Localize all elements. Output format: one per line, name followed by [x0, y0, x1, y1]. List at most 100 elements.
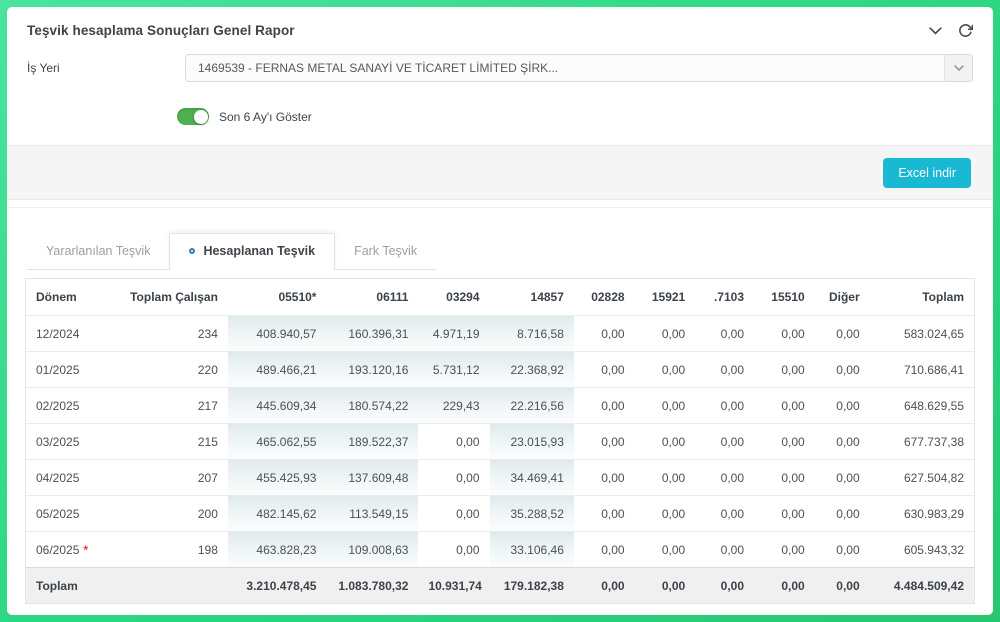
toggle-knob [193, 109, 208, 124]
table-cell: 4.971,19 [418, 315, 490, 351]
total-cell: 0,00 [695, 567, 754, 603]
table-cell: 0,00 [754, 315, 815, 351]
table-cell: 0,00 [695, 531, 754, 567]
table-row: 04/2025 207 455.425,93 137.609,48 0,00 34.469… [26, 459, 974, 495]
total-cell: 0,00 [573, 567, 635, 603]
table-cell: 0,00 [573, 315, 635, 351]
table-cell: 710.686,41 [869, 351, 974, 387]
table-cell: 0,00 [695, 387, 754, 423]
provisional-marker: * [83, 542, 89, 557]
total-cell: 3.210.478,45 [227, 567, 327, 603]
column-header: 03294 [418, 279, 490, 315]
active-tab-dot-icon [189, 248, 196, 254]
panel-header: Teşvik hesaplama Sonuçları Genel Rapor [7, 7, 993, 44]
refresh-icon[interactable] [958, 23, 973, 38]
table-cell: 0,00 [814, 531, 870, 567]
tab-bar: Yararlanılan Teşvik Hesaplanan Teşvik Fark… [27, 232, 437, 270]
table-cell: 0,00 [695, 423, 754, 459]
table-cell: 482.145,62 [227, 495, 327, 531]
workplace-select[interactable]: 1469539 - FERNAS METAL SANAYİ VE TİCARET… [185, 54, 973, 82]
table-cell: 0,00 [814, 387, 870, 423]
table-cell: 489.466,21 [227, 351, 327, 387]
column-header: 06111 [326, 279, 419, 315]
table-cell: 0,00 [573, 351, 635, 387]
table-row: 05/2025 200 482.145,62 113.549,15 0,00 35.288… [26, 495, 974, 531]
table-cell: 215 [110, 423, 228, 459]
section-divider [7, 200, 993, 208]
table-cell: 06/2025 * [26, 531, 111, 567]
table-cell: 630.983,29 [869, 495, 974, 531]
workplace-field-row: İş Yeri 1469539 - FERNAS METAL SANAYİ VE… [7, 44, 993, 82]
table-cell: 0,00 [634, 531, 696, 567]
table-section: Dönem Toplam Çalışan 05510* 06111 03294 14857… [7, 278, 993, 604]
table-cell: 0,00 [754, 387, 815, 423]
table-cell: 455.425,93 [227, 459, 327, 495]
tab-fark-te-vik[interactable]: Fark Teşvik [335, 233, 436, 270]
column-header: 14857 [489, 279, 574, 315]
table-cell: 605.943,32 [869, 531, 974, 567]
table-cell: 0,00 [695, 495, 754, 531]
total-cell: 4.484.509,42 [869, 567, 974, 603]
table-cell: 648.629,55 [869, 387, 974, 423]
total-cell: Toplam [26, 567, 111, 603]
table-footer: Toplam 3.210.478,45 1.083.780,32 10.931,74 1… [26, 567, 974, 603]
table-cell: 445.609,34 [227, 387, 327, 423]
table-cell: 193.120,16 [326, 351, 419, 387]
table-cell: 207 [110, 459, 228, 495]
column-header: Diğer [814, 279, 870, 315]
table-cell: 0,00 [418, 495, 490, 531]
table-cell: 0,00 [573, 531, 635, 567]
column-header: .7103 [695, 279, 754, 315]
last-6-months-label: Son 6 Ay'ı Göster [219, 109, 312, 124]
table-row: 06/2025 * 198 463.828,23 109.008,63 0,00 33.10… [26, 531, 974, 567]
table-cell: 627.504,82 [869, 459, 974, 495]
table-cell: 408.940,57 [227, 315, 327, 351]
table-cell: 0,00 [634, 315, 696, 351]
table-cell: 0,00 [814, 351, 870, 387]
incentive-table: Dönem Toplam Çalışan 05510* 06111 03294 14857… [25, 278, 975, 604]
report-panel: Teşvik hesaplama Sonuçları Genel Rapor İ… [7, 7, 993, 615]
table-cell: 0,00 [754, 351, 815, 387]
tab-hesaplanan-te-vik[interactable]: Hesaplanan Teşvik [169, 233, 336, 270]
table-cell: 677.737,38 [869, 423, 974, 459]
total-cell [110, 567, 228, 603]
table-cell: 137.609,48 [326, 459, 419, 495]
table-cell: 0,00 [814, 459, 870, 495]
page-title: Teşvik hesaplama Sonuçları Genel Rapor [27, 23, 295, 38]
tab-yararlan-lan-te-vik[interactable]: Yararlanılan Teşvik [27, 233, 169, 270]
excel-download-button[interactable]: Excel indir [883, 157, 971, 188]
table-cell: 5.731,12 [418, 351, 490, 387]
table-cell: 22.368,92 [489, 351, 574, 387]
table-cell: 220 [110, 351, 228, 387]
collapse-chevron-icon[interactable] [929, 26, 942, 35]
table-cell: 0,00 [634, 459, 696, 495]
table-cell: 03/2025 [26, 423, 111, 459]
total-cell: 1.083.780,32 [326, 567, 419, 603]
tab-label: Fark Teşvik [354, 244, 418, 258]
table-cell: 113.549,15 [326, 495, 419, 531]
table-cell: 12/2024 [26, 315, 111, 351]
table-body: 12/2024 234 408.940,57 160.396,31 4.971,19 8.… [26, 315, 974, 567]
table-cell: 160.396,31 [326, 315, 419, 351]
table-cell: 0,00 [754, 459, 815, 495]
table-cell: 0,00 [814, 315, 870, 351]
table-cell: 0,00 [418, 459, 490, 495]
table-cell: 109.008,63 [326, 531, 419, 567]
tab-label: Hesaplanan Teşvik [203, 244, 316, 258]
table-cell: 0,00 [573, 387, 635, 423]
table-cell: 0,00 [573, 423, 635, 459]
table-cell: 583.024,65 [869, 315, 974, 351]
workplace-label: İş Yeri [27, 61, 60, 75]
total-cell: 179.182,38 [489, 567, 574, 603]
last-6-months-toggle[interactable] [177, 108, 209, 125]
table-cell: 35.288,52 [489, 495, 574, 531]
column-header: 02828 [573, 279, 635, 315]
table-cell: 22.216,56 [489, 387, 574, 423]
table-cell: 02/2025 [26, 387, 111, 423]
table-cell: 8.716,58 [489, 315, 574, 351]
table-cell: 463.828,23 [227, 531, 327, 567]
table-cell: 180.574,22 [326, 387, 419, 423]
table-cell: 465.062,55 [227, 423, 327, 459]
table-cell: 33.106,46 [489, 531, 574, 567]
